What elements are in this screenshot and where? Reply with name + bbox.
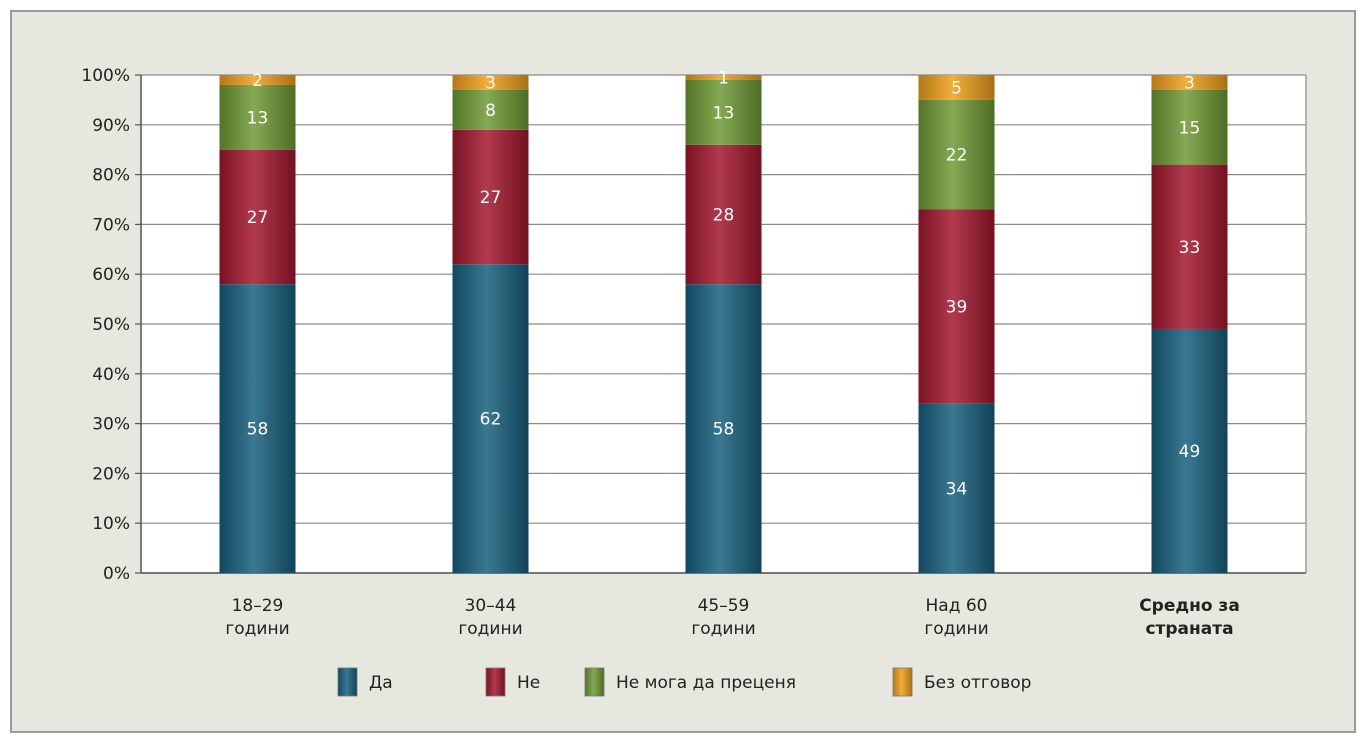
- bar-segment-Без-отговор: [452, 75, 529, 90]
- y-tick-label: 70%: [92, 215, 130, 235]
- data-label: 13: [247, 108, 269, 128]
- data-label: 27: [480, 188, 502, 208]
- y-tick-label: 90%: [92, 116, 130, 136]
- bar-segment-Без-отговор: [219, 75, 296, 85]
- bar-segment-Не-мога-да-преценя: [219, 84, 296, 150]
- data-label: 58: [247, 420, 269, 440]
- y-tick-label: 80%: [92, 166, 130, 186]
- bar-segment-Без-отговор: [918, 75, 995, 100]
- bar-segment-Да: [918, 403, 995, 573]
- legend-swatch: [485, 667, 506, 697]
- x-category-label: години: [458, 619, 522, 639]
- bar-segment-Не: [918, 209, 995, 404]
- data-label: 2: [252, 71, 263, 91]
- bar-segment-Да: [1151, 328, 1228, 573]
- data-label: 5: [951, 78, 962, 98]
- data-label: 1: [718, 68, 729, 88]
- bar-segment-Не-мога-да-преценя: [452, 89, 529, 130]
- x-category-label: 18–29: [232, 596, 284, 616]
- y-tick-label: 50%: [92, 315, 130, 335]
- bar-segment-Да: [452, 264, 529, 573]
- legend-swatch: [892, 667, 913, 697]
- bar-segment-Не: [219, 149, 296, 285]
- data-label: 28: [713, 205, 735, 225]
- data-label: 58: [713, 420, 735, 440]
- data-label: 62: [480, 410, 502, 430]
- data-label: 3: [485, 73, 496, 93]
- x-category-label: години: [691, 619, 755, 639]
- legend-label: Да: [369, 673, 393, 693]
- x-category-label: години: [924, 619, 988, 639]
- data-label: 49: [1179, 442, 1201, 462]
- bar-segment-Да: [219, 284, 296, 573]
- y-tick-label: 0%: [103, 564, 130, 584]
- legend-swatch: [584, 667, 605, 697]
- data-label: 34: [946, 479, 968, 499]
- legend-label: Не мога да преценя: [616, 673, 796, 693]
- x-category-label: Над 60: [926, 596, 988, 616]
- data-label: 27: [247, 208, 269, 228]
- chart-frame: 0% 10% 20% 30% 40% 50% 60% 70% 80% 90% 100% 58 27 13 2…: [10, 10, 1356, 733]
- bar-segment-Не: [452, 129, 529, 265]
- bar-segment-Не: [1151, 164, 1228, 329]
- y-tick-label: 30%: [92, 415, 130, 435]
- data-label: 3: [1184, 73, 1195, 93]
- stacked-bar-chart: 0%10%20%30%40%50%60%70%80%90%100%5827132…: [81, 66, 1307, 697]
- bar-segment-Не-мога-да-преценя: [918, 99, 995, 210]
- bar-segment-Не-мога-да-преценя: [685, 79, 762, 145]
- x-category-label: Средно за: [1139, 596, 1240, 616]
- legend-label: Не: [517, 673, 540, 693]
- bar-segment-Без-отговор: [685, 75, 762, 80]
- bar-segment-Без-отговор: [1151, 75, 1228, 90]
- x-category-label: 45–59: [698, 596, 750, 616]
- bar-segment-Не: [685, 144, 762, 285]
- x-category-label: години: [225, 619, 289, 639]
- y-tick-label: 40%: [92, 365, 130, 385]
- bar-segment-Да: [685, 284, 762, 573]
- data-label: 39: [946, 298, 968, 318]
- data-label: 15: [1179, 118, 1201, 138]
- data-label: 8: [485, 101, 496, 121]
- x-category-label: 30–44: [465, 596, 517, 616]
- y-tick-label: 20%: [92, 464, 130, 484]
- data-label: 13: [713, 103, 735, 123]
- legend-label: Без отговор: [924, 673, 1031, 693]
- bar-segment-Не-мога-да-преценя: [1151, 89, 1228, 165]
- legend-swatch: [337, 667, 358, 697]
- y-tick-label: 100%: [81, 66, 130, 86]
- data-label: 22: [946, 146, 968, 166]
- x-category-label: страната: [1145, 619, 1233, 639]
- y-tick-label: 10%: [92, 514, 130, 534]
- data-label: 33: [1179, 238, 1201, 258]
- y-tick-label: 60%: [92, 265, 130, 285]
